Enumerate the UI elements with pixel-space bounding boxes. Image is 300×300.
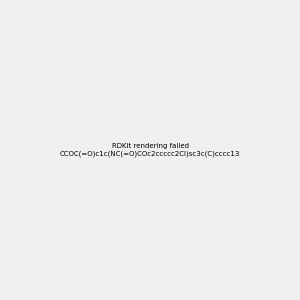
Text: RDKit rendering failed
CCOC(=O)c1c(NC(=O)COc2ccccc2Cl)sc3c(C)cccc13: RDKit rendering failed CCOC(=O)c1c(NC(=O… [60,143,240,157]
